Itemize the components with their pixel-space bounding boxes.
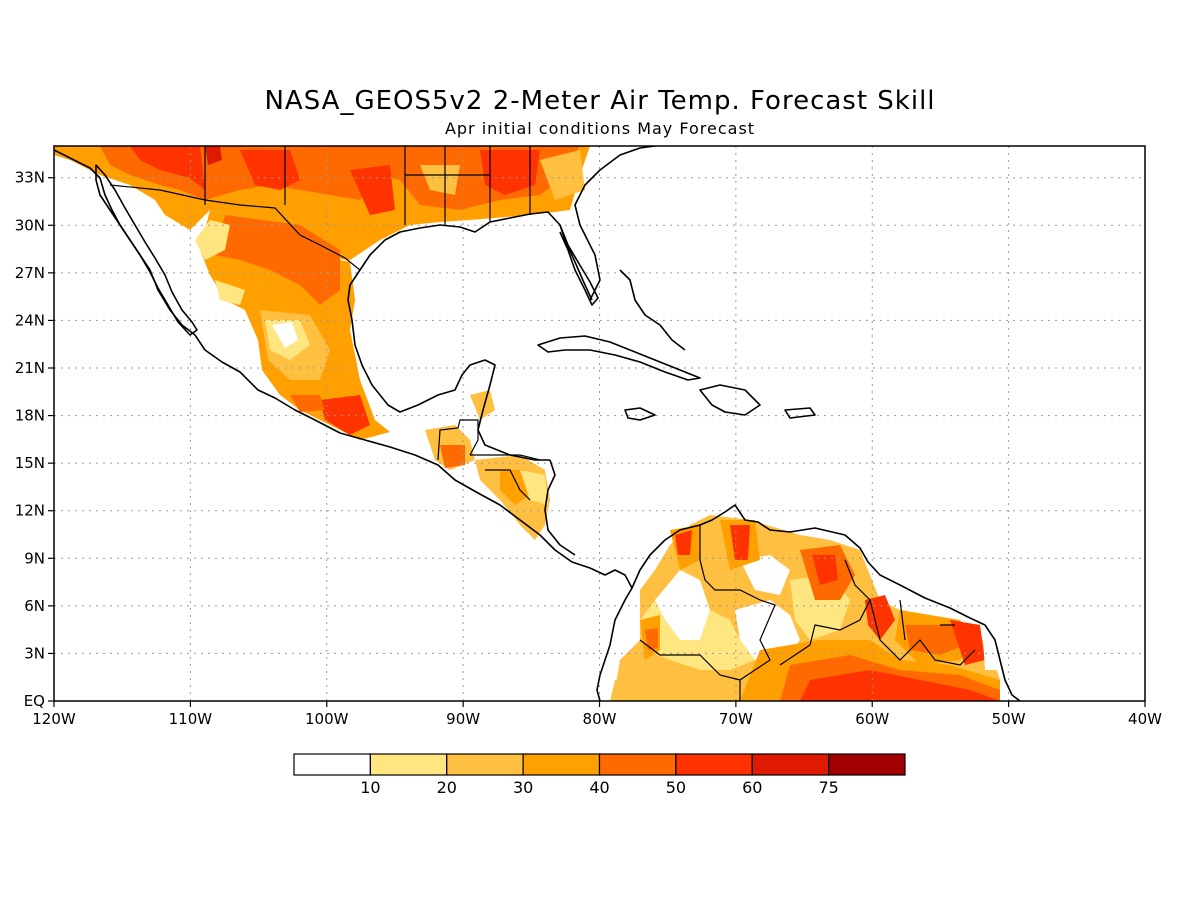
y-tick-label: 24N	[15, 311, 45, 329]
y-tick-label: 33N	[15, 169, 45, 187]
border-guianas	[869, 599, 976, 666]
y-tick-label: 3N	[24, 644, 45, 662]
x-tick-label: 120W	[32, 710, 76, 728]
x-tick-label: 100W	[305, 710, 349, 728]
colorbar-swatch	[751, 753, 830, 776]
border-us-mexico	[109, 184, 361, 271]
y-tick-label: 12N	[15, 502, 45, 520]
x-tick-label: 70W	[719, 710, 753, 728]
colorbar-label: 10	[360, 778, 380, 797]
border-guatemala	[437, 419, 479, 461]
colorbar-swatch	[446, 753, 524, 776]
coast-south-america-north	[631, 504, 1021, 701]
colorbar-swatch	[522, 753, 601, 776]
country-borders	[109, 146, 976, 701]
coast-florida	[559, 224, 593, 301]
x-tick-label: 40W	[1128, 710, 1162, 728]
y-tick-label: 9N	[24, 549, 45, 567]
map-subtitle: Apr initial conditions May Forecast	[444, 119, 756, 138]
coast-central-america-east	[544, 459, 576, 556]
colorbar: 10 20 30 40 50 60 75	[293, 753, 906, 797]
y-tick-label: 21N	[15, 359, 45, 377]
y-tick-label: 15N	[15, 454, 45, 472]
border-honduras	[470, 454, 541, 501]
x-tick-label: 80W	[583, 710, 617, 728]
x-tick-label: 50W	[992, 710, 1026, 728]
border-venezuela-guyana	[779, 559, 871, 666]
colorbar-swatch	[675, 753, 753, 776]
skill-shading	[54, 146, 1000, 701]
border-colombia-venezuela	[699, 525, 776, 701]
colorbar-swatch	[293, 753, 371, 776]
coast-us-gulf	[384, 211, 599, 306]
y-axis: EQ 3N 6N 9N 12N 15N 18N 21N 24N 27N 30N 33N	[15, 169, 54, 710]
colorbar-label: 30	[513, 778, 533, 797]
x-axis: 120W 110W 100W 90W 80W 70W 60W 50W 40W	[32, 701, 1162, 728]
x-tick-label: 110W	[169, 710, 213, 728]
colorbar-label: 60	[742, 778, 762, 797]
colorbar-swatch	[828, 753, 906, 776]
x-tick-label: 90W	[446, 710, 480, 728]
coast-bahamas	[619, 269, 686, 351]
coast-jamaica	[624, 407, 656, 421]
colorbar-swatch	[598, 753, 677, 776]
coast-hispaniola	[699, 384, 761, 416]
y-tick-label: 18N	[15, 407, 45, 425]
colorbar-label: 20	[437, 778, 457, 797]
border-colombia-ecuador-peru	[639, 639, 741, 681]
colorbar-label: 40	[589, 778, 609, 797]
border-us-states	[204, 146, 531, 225]
x-tick-label: 60W	[855, 710, 889, 728]
colorbar-swatch	[369, 753, 448, 776]
coast-cuba	[537, 335, 701, 381]
map-title: NASA_GEOS5v2 2-Meter Air Temp. Forecast …	[264, 86, 936, 116]
coastlines	[54, 146, 1021, 701]
coast-puerto-rico	[784, 407, 816, 419]
coast-baja-california	[95, 164, 198, 336]
y-tick-label: 30N	[15, 216, 45, 234]
coast-us-atlantic	[574, 146, 656, 301]
colorbar-label: 50	[666, 778, 686, 797]
y-tick-label: 6N	[24, 597, 45, 615]
y-tick-label: EQ	[24, 692, 45, 710]
y-tick-label: 27N	[15, 264, 45, 282]
colorbar-label: 75	[818, 778, 838, 797]
